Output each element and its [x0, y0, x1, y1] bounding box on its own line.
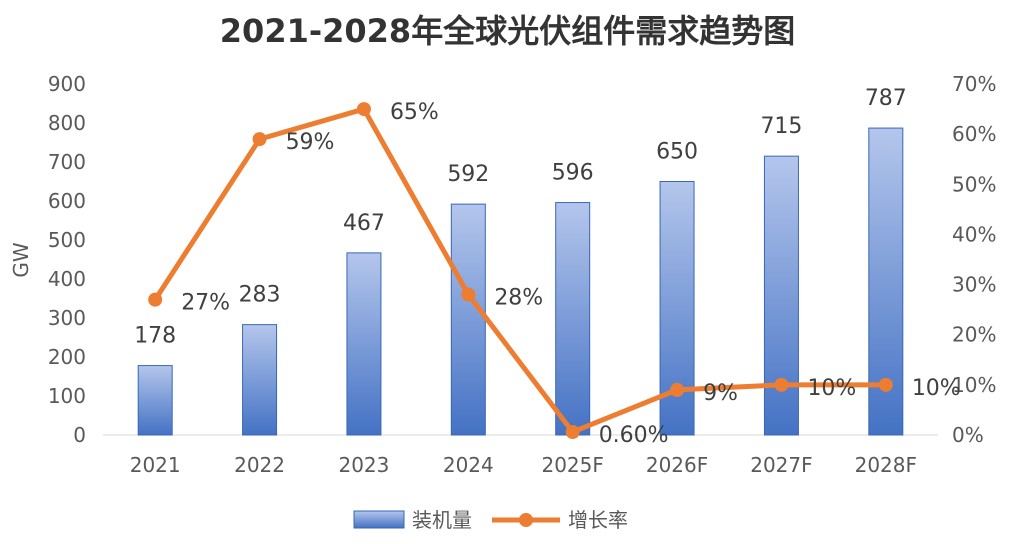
growth-point	[878, 377, 893, 392]
line-data-label: 27%	[181, 291, 230, 316]
x-tick-label: 2024	[443, 453, 494, 477]
y2-tick-label: 10%	[952, 373, 996, 397]
y-tick-label: 600	[48, 189, 86, 213]
growth-point	[252, 132, 267, 147]
y2-tick-label: 40%	[952, 222, 996, 246]
growth-point	[148, 292, 163, 307]
bar	[242, 324, 278, 436]
y2-tick-label: 50%	[952, 172, 996, 196]
line-data-label: 9%	[703, 381, 738, 406]
growth-point	[565, 424, 580, 439]
x-tick-label: 2028F	[855, 453, 917, 477]
y2-tick-label: 0%	[952, 423, 984, 447]
line-data-label: 10%	[912, 376, 961, 401]
bar	[555, 202, 591, 436]
x-tick-label: 2025F	[541, 453, 603, 477]
growth-line	[152, 106, 889, 435]
y-tick-label: 300	[48, 306, 86, 330]
bar-data-label: 787	[865, 86, 907, 111]
line-data-label: 10%	[807, 376, 856, 401]
y2-tick-label: 20%	[952, 323, 996, 347]
x-tick-label: 2021	[130, 453, 181, 477]
x-tick-label: 2027F	[750, 453, 812, 477]
line-data-label: 59%	[286, 130, 335, 155]
growth-point	[356, 102, 371, 117]
line-data-label: 65%	[390, 100, 439, 125]
y2-tick-label: 30%	[952, 273, 996, 297]
growth-point	[461, 287, 476, 302]
bar-data-label: 592	[447, 162, 489, 187]
x-tick-label: 2023	[338, 453, 389, 477]
y-tick-label: 100	[48, 384, 86, 408]
bar-data-label: 596	[552, 161, 594, 186]
bar-data-label: 178	[134, 324, 176, 349]
bar-data-label: 650	[656, 140, 698, 165]
y-axis-title: GW	[9, 242, 33, 277]
y-tick-label: 400	[48, 267, 86, 291]
growth-point	[670, 382, 685, 397]
line-data-label: 0.60%	[599, 423, 669, 448]
bar-data-label: 283	[239, 283, 281, 308]
chart-title: 2021-2028年全球光伏组件需求趋势图	[219, 12, 796, 50]
x-tick-label: 2022	[234, 453, 285, 477]
y2-tick-label: 70%	[952, 72, 996, 96]
y-tick-label: 700	[48, 150, 86, 174]
y-tick-label: 0	[73, 423, 86, 447]
bar-data-label: 467	[343, 211, 385, 236]
bar	[137, 365, 173, 436]
y-tick-label: 500	[48, 228, 86, 252]
legend-line-label: 增长率	[568, 508, 628, 532]
x-tick-label: 2026F	[646, 453, 708, 477]
y2-tick-label: 60%	[952, 122, 996, 146]
bar	[450, 203, 486, 436]
y-tick-label: 200	[48, 345, 86, 369]
bar-data-label: 715	[760, 114, 802, 139]
bar	[346, 252, 382, 436]
legend-bar-label: 装机量	[412, 508, 472, 532]
legend-line-marker	[519, 513, 533, 527]
growth-point	[774, 377, 789, 392]
bar	[763, 155, 799, 436]
y-tick-label: 900	[48, 72, 86, 96]
y-tick-label: 800	[48, 111, 86, 135]
line-data-label: 28%	[494, 286, 543, 311]
legend-bar-swatch	[353, 510, 405, 529]
